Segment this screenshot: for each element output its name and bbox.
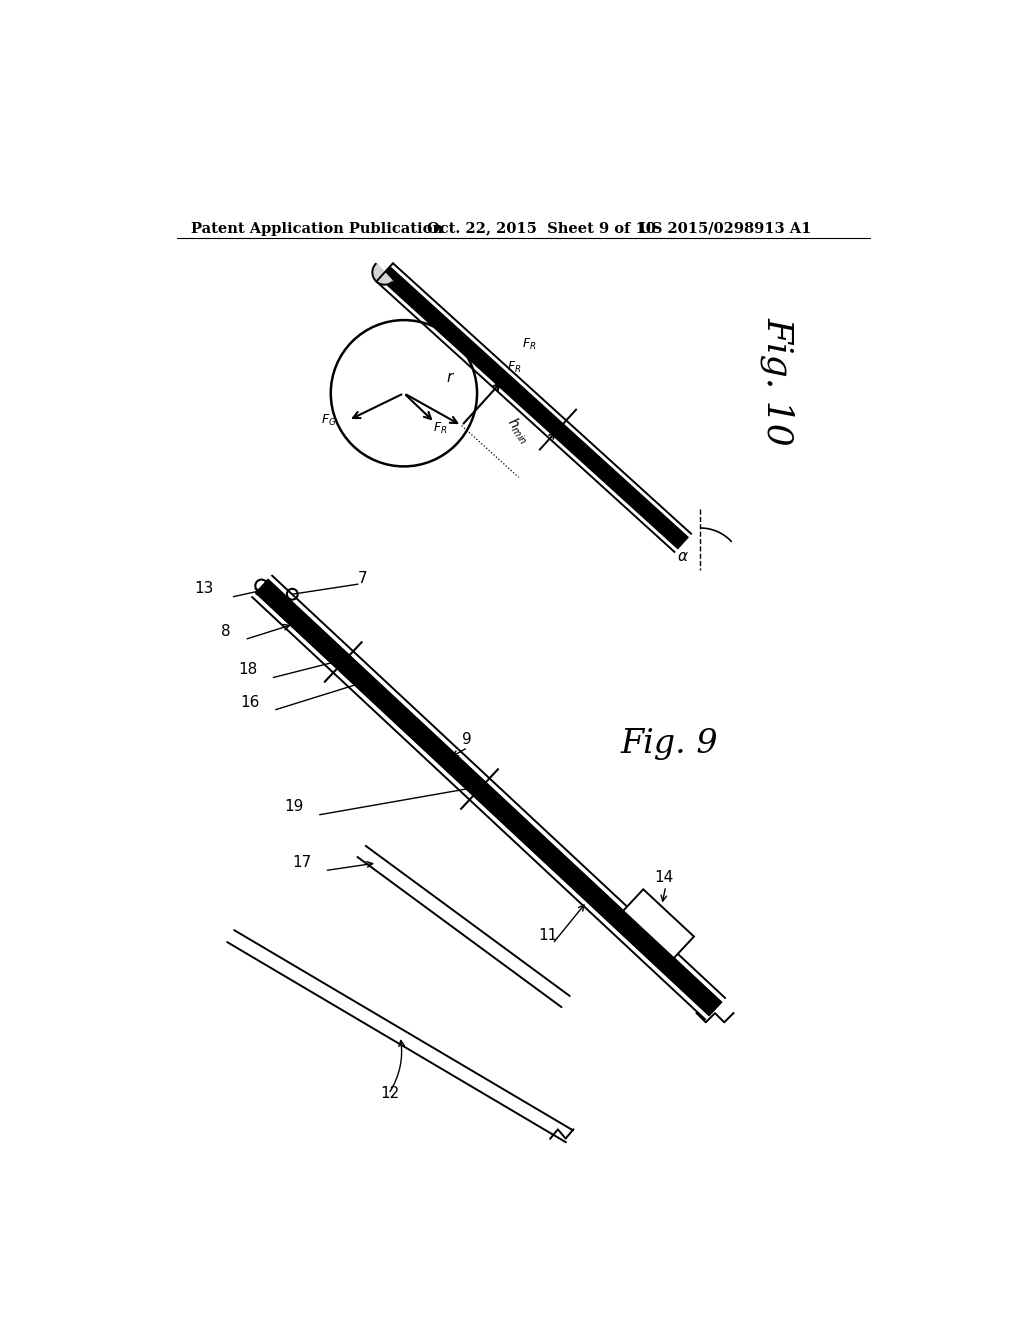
Polygon shape: [614, 890, 694, 968]
Text: $F_G$: $F_G$: [321, 413, 336, 428]
Text: $F_R$: $F_R$: [433, 421, 447, 436]
Text: 16: 16: [241, 694, 260, 710]
Text: $\alpha$: $\alpha$: [677, 549, 689, 564]
Text: Fig. 10: Fig. 10: [760, 317, 795, 446]
Text: 12: 12: [381, 1086, 400, 1101]
Text: 7: 7: [357, 572, 368, 586]
Text: 11: 11: [539, 928, 558, 942]
Text: Fig. 9: Fig. 9: [621, 727, 719, 759]
Wedge shape: [373, 263, 393, 285]
Text: $F_R$: $F_R$: [507, 360, 521, 375]
Text: r: r: [446, 370, 453, 384]
Text: Oct. 22, 2015  Sheet 9 of 10: Oct. 22, 2015 Sheet 9 of 10: [427, 222, 655, 235]
Text: 17: 17: [292, 855, 311, 870]
Text: $h_{min}$: $h_{min}$: [504, 413, 535, 447]
Text: 14: 14: [654, 870, 674, 886]
Text: 9: 9: [462, 731, 471, 747]
Text: US 2015/0298913 A1: US 2015/0298913 A1: [639, 222, 811, 235]
Text: $F_R$: $F_R$: [522, 337, 537, 351]
Text: 19: 19: [285, 800, 304, 814]
Text: 13: 13: [195, 581, 214, 597]
Text: 18: 18: [239, 663, 258, 677]
Text: Patent Application Publication: Patent Application Publication: [190, 222, 442, 235]
Text: 8: 8: [221, 624, 230, 639]
